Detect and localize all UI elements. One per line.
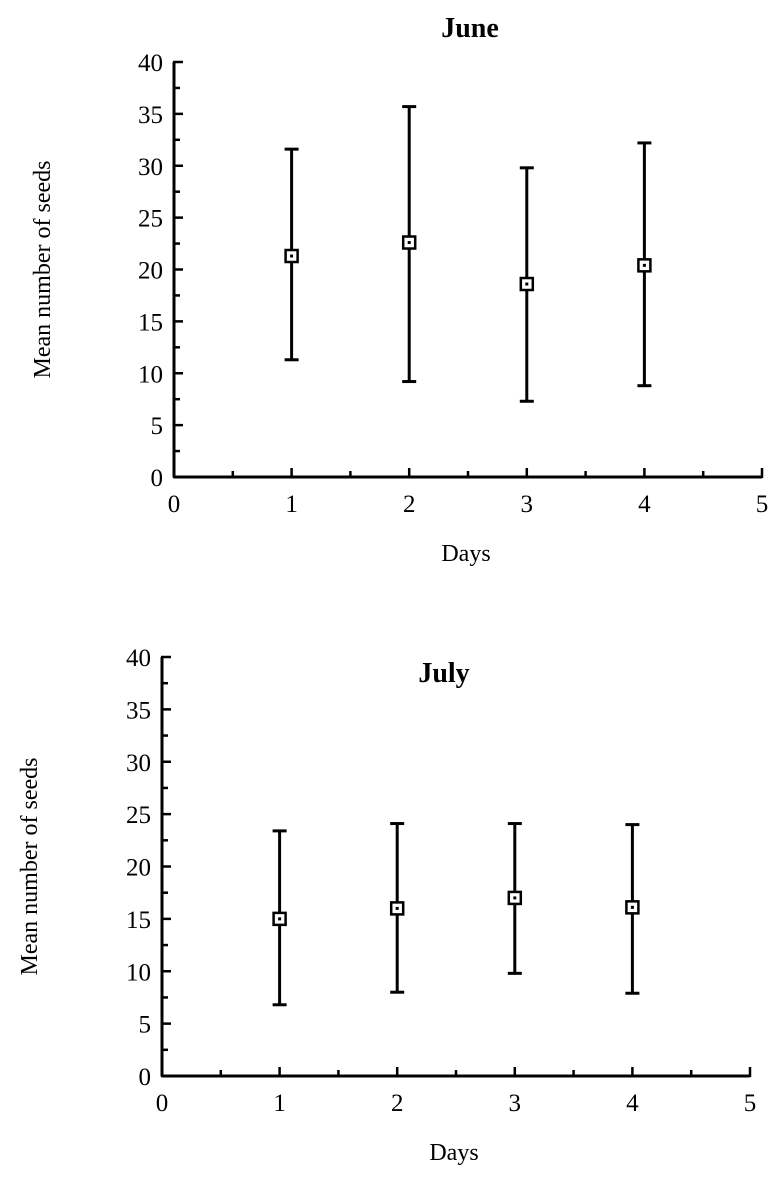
x-axis-title: Days xyxy=(429,1140,478,1166)
data-point-center xyxy=(525,282,529,286)
x-tick-label: 2 xyxy=(391,1090,404,1117)
y-tick-label: 0 xyxy=(151,465,164,492)
x-tick-label: 1 xyxy=(285,491,298,518)
x-tick-label: 5 xyxy=(756,491,769,518)
y-tick-label: 25 xyxy=(138,206,163,233)
chart-title: July xyxy=(418,658,469,689)
y-tick-label: 10 xyxy=(138,361,163,388)
x-tick-label: 0 xyxy=(168,491,181,518)
x-tick-label: 4 xyxy=(638,491,651,518)
x-axis-title: Days xyxy=(441,541,490,567)
y-tick-label: 35 xyxy=(126,697,151,724)
x-tick-label: 2 xyxy=(403,491,416,518)
data-point-center xyxy=(630,905,634,909)
june-chart: June 0 5 10 15 20 25 30 35 40 0 1 2 3 4 5 Days Mean numbe… xyxy=(30,13,768,567)
data-point-center xyxy=(513,896,517,900)
y-tick-label: 20 xyxy=(138,258,163,285)
data-point-center xyxy=(407,241,411,245)
x-tick-label: 4 xyxy=(626,1090,639,1117)
y-axis-title: Mean number of seeds xyxy=(17,758,43,976)
y-tick-label: 20 xyxy=(126,855,151,882)
data-point-center xyxy=(395,906,399,910)
y-tick-label: 15 xyxy=(138,309,163,336)
y-tick-label: 5 xyxy=(151,413,164,440)
y-tick-label: 15 xyxy=(126,907,151,934)
y-tick-label: 5 xyxy=(139,1012,152,1039)
x-tick-label: 1 xyxy=(273,1090,286,1117)
y-tick-label: 0 xyxy=(139,1064,152,1091)
july-chart: July 0 5 10 15 20 25 30 35 40 0 1 2 3 4 5 Days Mean numbe… xyxy=(17,645,756,1166)
y-tick-label: 35 xyxy=(138,102,163,129)
x-tick-label: 3 xyxy=(509,1090,522,1117)
x-tick-label: 0 xyxy=(156,1090,169,1117)
data-point-center xyxy=(278,917,282,921)
data-point-center xyxy=(642,263,646,267)
x-tick-label: 5 xyxy=(744,1090,757,1117)
data-point-center xyxy=(290,254,294,258)
x-tick-label: 3 xyxy=(521,491,534,518)
y-tick-label: 40 xyxy=(138,50,163,77)
y-tick-label: 30 xyxy=(138,154,163,181)
y-tick-label: 30 xyxy=(126,750,151,777)
chart-title: June xyxy=(441,13,499,44)
y-tick-label: 40 xyxy=(126,645,151,672)
y-tick-label: 25 xyxy=(126,802,151,829)
y-axis-title: Mean number of seeds xyxy=(30,161,56,379)
y-tick-label: 10 xyxy=(126,959,151,986)
